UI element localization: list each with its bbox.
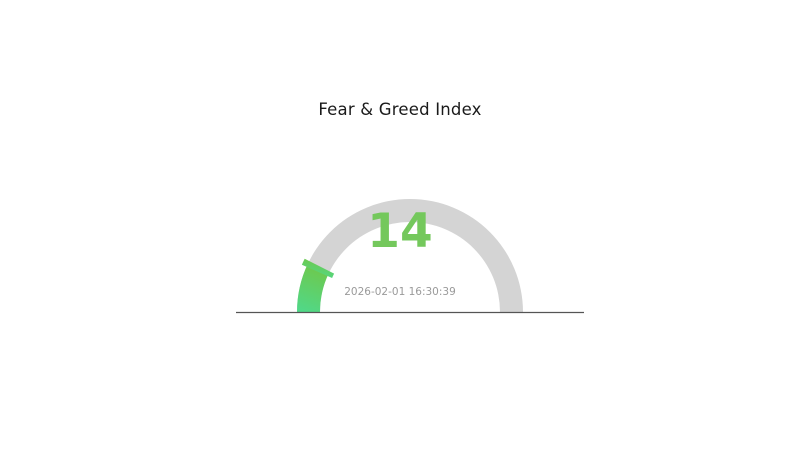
gauge-threshold-tick	[301, 258, 335, 278]
gauge-progress-arc	[297, 263, 329, 312]
gauge-value-label: 14	[367, 204, 433, 259]
gauge-track-arc	[297, 199, 523, 312]
gauge-timestamp-label: 2026-02-01 16:30:39	[344, 286, 456, 298]
chart-title: Fear & Greed Index	[318, 100, 482, 119]
